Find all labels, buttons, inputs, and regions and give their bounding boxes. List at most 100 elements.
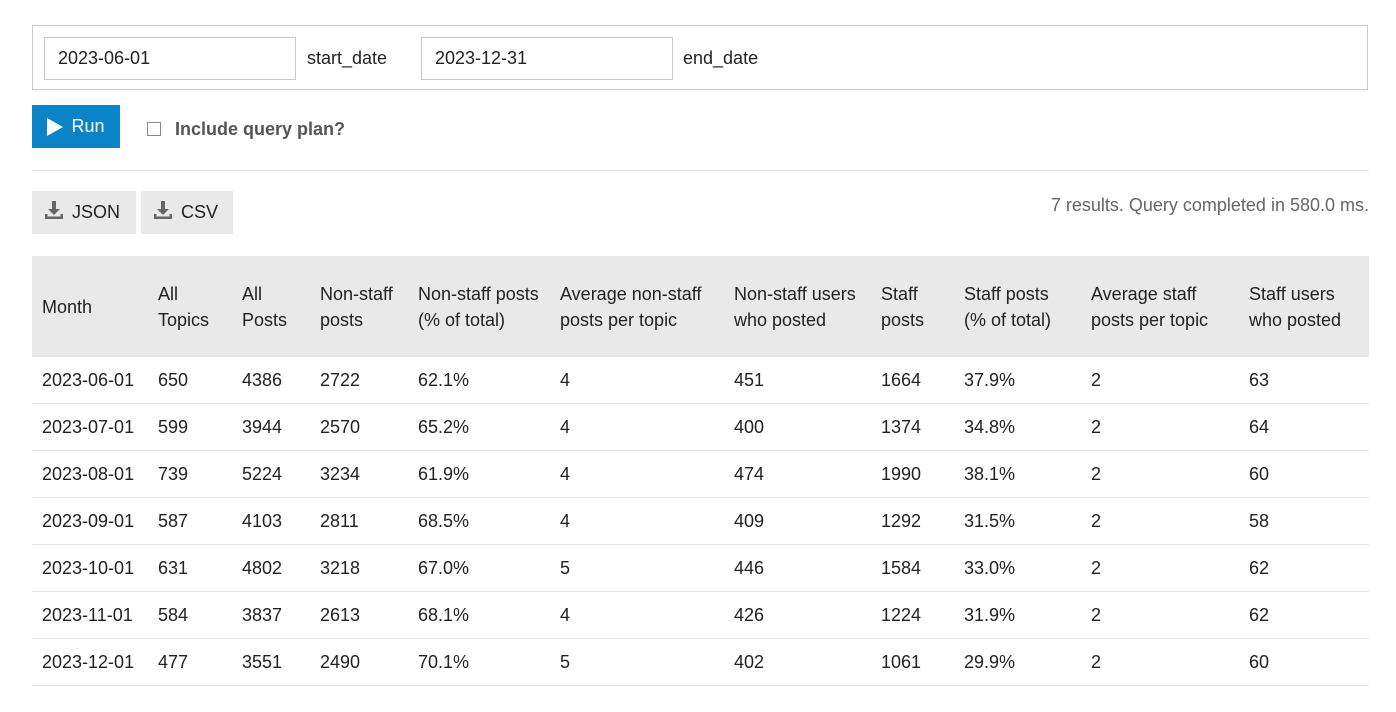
- table-cell: 2811: [310, 497, 408, 545]
- table-cell: 1374: [871, 403, 954, 451]
- run-button-label: Run: [71, 116, 105, 136]
- table-cell: 29.9%: [954, 638, 1081, 686]
- table-row: 2023-09-01 587 4103 2811 68.5% 4 409 129…: [32, 497, 1369, 545]
- table-cell: 477: [148, 638, 232, 686]
- table-cell: 599: [148, 403, 232, 451]
- table-cell: 67.0%: [408, 544, 550, 592]
- column-header-non-staff-users[interactable]: Non-staff users who posted: [724, 256, 871, 357]
- table-cell: 2023-06-01: [32, 357, 148, 404]
- table-cell: 1664: [871, 357, 954, 404]
- table-cell: 1224: [871, 591, 954, 639]
- column-header-month[interactable]: Month: [32, 256, 148, 357]
- table-cell: 62: [1239, 591, 1369, 639]
- table-cell: 1990: [871, 450, 954, 498]
- table-cell: 1584: [871, 544, 954, 592]
- table-cell: 4802: [232, 544, 310, 592]
- column-header-non-staff-posts-pct[interactable]: Non-staff posts (% of total): [408, 256, 550, 357]
- table-cell: 631: [148, 544, 232, 592]
- table-cell: 2613: [310, 591, 408, 639]
- table-cell: 4: [550, 591, 724, 639]
- table-cell: 587: [148, 497, 232, 545]
- start-date-label: start_date: [307, 48, 388, 68]
- results-table: Month All Topics All Posts Non-staff pos…: [32, 256, 1369, 686]
- download-icon: [153, 200, 173, 225]
- table-cell: 2023-12-01: [32, 638, 148, 686]
- table-cell: 2: [1081, 403, 1239, 451]
- table-cell: 2023-07-01: [32, 403, 148, 451]
- table-cell: 38.1%: [954, 450, 1081, 498]
- table-cell: 4: [550, 497, 724, 545]
- table-cell: 2: [1081, 544, 1239, 592]
- table-cell: 5: [550, 638, 724, 686]
- include-query-plan-label[interactable]: Include query plan?: [175, 119, 346, 139]
- table-cell: 446: [724, 544, 871, 592]
- download-csv-label: CSV: [181, 202, 219, 222]
- table-cell: 62.1%: [408, 357, 550, 404]
- table-cell: 474: [724, 450, 871, 498]
- table-cell: 650: [148, 357, 232, 404]
- table-cell: 5224: [232, 450, 310, 498]
- end-date-input[interactable]: [421, 37, 673, 80]
- table-cell: 58: [1239, 497, 1369, 545]
- table-cell: 4: [550, 357, 724, 404]
- table-cell: 3944: [232, 403, 310, 451]
- query-params-panel: start_date end_date: [32, 25, 1368, 90]
- table-cell: 34.8%: [954, 403, 1081, 451]
- table-cell: 3837: [232, 591, 310, 639]
- table-cell: 426: [724, 591, 871, 639]
- table-cell: 61.9%: [408, 450, 550, 498]
- table-cell: 31.5%: [954, 497, 1081, 545]
- table-cell: 68.1%: [408, 591, 550, 639]
- table-cell: 2023-11-01: [32, 591, 148, 639]
- table-row: 2023-10-01 631 4802 3218 67.0% 5 446 158…: [32, 544, 1369, 592]
- table-cell: 2: [1081, 497, 1239, 545]
- table-row: 2023-11-01 584 3837 2613 68.1% 4 426 122…: [32, 591, 1369, 639]
- table-cell: 739: [148, 450, 232, 498]
- column-header-staff-posts[interactable]: Staff posts: [871, 256, 954, 357]
- column-header-non-staff-posts[interactable]: Non-staff posts: [310, 256, 408, 357]
- table-cell: 2722: [310, 357, 408, 404]
- divider: [32, 170, 1369, 171]
- column-header-all-topics[interactable]: All Topics: [148, 256, 232, 357]
- table-cell: 68.5%: [408, 497, 550, 545]
- table-cell: 64: [1239, 403, 1369, 451]
- table-cell: 2570: [310, 403, 408, 451]
- table-cell: 2023-09-01: [32, 497, 148, 545]
- table-cell: 2: [1081, 357, 1239, 404]
- include-query-plan-checkbox[interactable]: [147, 122, 161, 136]
- table-cell: 63: [1239, 357, 1369, 404]
- table-cell: 2023-10-01: [32, 544, 148, 592]
- column-header-all-posts[interactable]: All Posts: [232, 256, 310, 357]
- table-cell: 33.0%: [954, 544, 1081, 592]
- table-row: 2023-07-01 599 3944 2570 65.2% 4 400 137…: [32, 403, 1369, 451]
- table-cell: 402: [724, 638, 871, 686]
- table-cell: 4: [550, 403, 724, 451]
- download-csv-button[interactable]: CSV: [141, 191, 233, 234]
- column-header-staff-users[interactable]: Staff users who posted: [1239, 256, 1369, 357]
- table-cell: 60: [1239, 450, 1369, 498]
- table-header-row: Month All Topics All Posts Non-staff pos…: [32, 256, 1369, 357]
- table-cell: 2: [1081, 591, 1239, 639]
- table-cell: 451: [724, 357, 871, 404]
- download-json-button[interactable]: JSON: [32, 191, 136, 234]
- table-cell: 4103: [232, 497, 310, 545]
- table-cell: 4386: [232, 357, 310, 404]
- table-cell: 2023-08-01: [32, 450, 148, 498]
- table-cell: 2: [1081, 638, 1239, 686]
- column-header-avg-staff-posts[interactable]: Average staff posts per topic: [1081, 256, 1239, 357]
- table-cell: 3551: [232, 638, 310, 686]
- table-cell: 3234: [310, 450, 408, 498]
- table-cell: 62: [1239, 544, 1369, 592]
- table-cell: 1061: [871, 638, 954, 686]
- run-button[interactable]: Run: [32, 105, 120, 148]
- download-json-label: JSON: [72, 202, 121, 222]
- table-row: 2023-08-01 739 5224 3234 61.9% 4 474 199…: [32, 450, 1369, 498]
- column-header-staff-posts-pct[interactable]: Staff posts (% of total): [954, 256, 1081, 357]
- play-icon: [47, 117, 64, 136]
- table-cell: 2: [1081, 450, 1239, 498]
- table-cell: 31.9%: [954, 591, 1081, 639]
- end-date-label: end_date: [683, 48, 759, 68]
- column-header-avg-non-staff-posts[interactable]: Average non-staff posts per topic: [550, 256, 724, 357]
- start-date-input[interactable]: [44, 37, 296, 80]
- table-cell: 409: [724, 497, 871, 545]
